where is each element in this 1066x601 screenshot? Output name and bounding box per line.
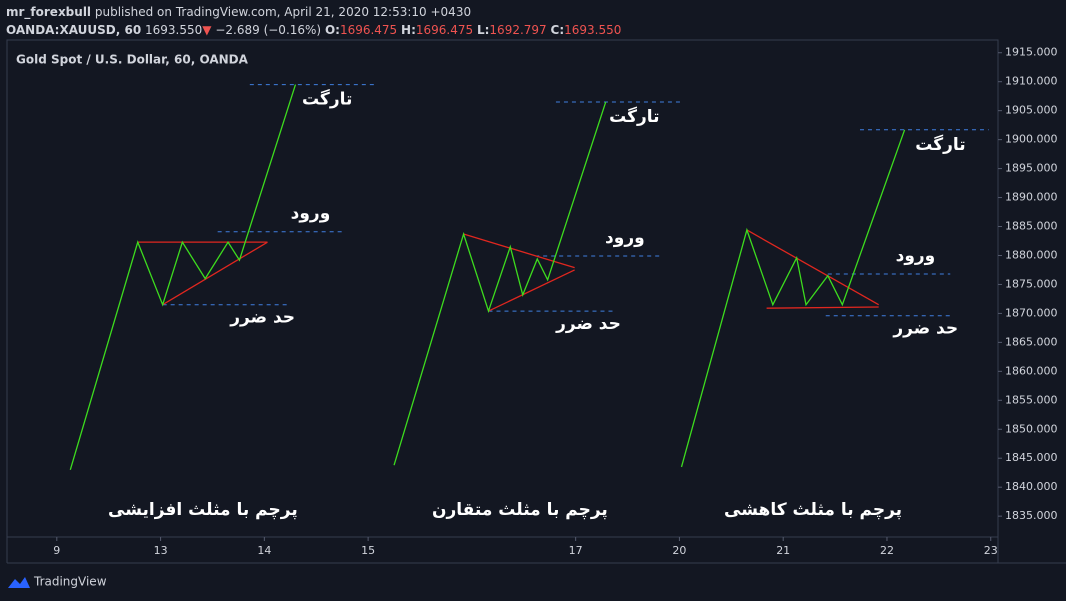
triangle-line — [162, 241, 268, 306]
y-tick-label: 1865.000 — [1005, 335, 1058, 348]
y-tick-label: 1890.000 — [1005, 191, 1058, 204]
x-tick-label: 9 — [53, 544, 60, 557]
y-tick-label: 1905.000 — [1005, 104, 1058, 117]
high: 1696.475 — [415, 23, 474, 37]
pattern-title: پرچم با مثلث افزایشی — [108, 500, 298, 520]
header: mr_forexbull published on TradingView.co… — [6, 3, 621, 39]
stop-label: حد ضرر — [892, 319, 958, 339]
y-tick-label: 1895.000 — [1005, 162, 1058, 175]
x-tick-label: 22 — [880, 544, 894, 557]
y-tick-label: 1855.000 — [1005, 393, 1058, 406]
entry-label: ورود — [605, 228, 645, 248]
symbol: OANDA:XAUUSD, 60 — [6, 23, 142, 37]
close: 1693.550 — [564, 23, 622, 37]
y-tick-label: 1875.000 — [1005, 277, 1058, 290]
x-tick-label: 13 — [154, 544, 168, 557]
y-tick-label: 1860.000 — [1005, 364, 1058, 377]
target-label: تارگت — [302, 89, 352, 110]
close-label: C: — [550, 23, 565, 37]
flag-line — [69, 84, 297, 470]
tradingview-logo — [8, 577, 30, 588]
y-tick-label: 1885.000 — [1005, 220, 1058, 233]
triangle-line — [766, 306, 879, 309]
open-label: O: — [324, 23, 340, 37]
x-tick-label: 20 — [672, 544, 686, 557]
last-price: 1693.550 — [145, 23, 203, 37]
quote-line: OANDA:XAUUSD, 60 1693.550▼ −2.689 (−0.16… — [6, 21, 621, 39]
y-tick-label: 1850.000 — [1005, 422, 1058, 435]
footer-brand: TradingView — [33, 575, 107, 589]
x-tick-label: 15 — [361, 544, 375, 557]
high-label: H: — [401, 23, 416, 37]
plot-frame — [6, 39, 999, 538]
triangle-line — [488, 269, 575, 312]
y-tick-label: 1915.000 — [1005, 46, 1058, 59]
target-label: تارگت — [609, 106, 659, 127]
flag-line — [393, 101, 607, 466]
target-label: تارگت — [915, 134, 965, 155]
pattern-title: پرچم با مثلث کاهشی — [724, 500, 902, 520]
change-arrow: ▼ — [202, 23, 212, 37]
flag-line — [680, 129, 906, 468]
stop-label: حد ضرر — [229, 308, 295, 328]
x-tick-label: 17 — [569, 544, 583, 557]
y-tick-label: 1880.000 — [1005, 248, 1058, 261]
x-tick-label: 23 — [984, 544, 998, 557]
symbol-legend: Gold Spot / U.S. Dollar, 60, OANDA — [16, 53, 249, 67]
y-tick-label: 1835.000 — [1005, 509, 1058, 522]
y-tick-label: 1840.000 — [1005, 480, 1058, 493]
y-tick-label: 1870.000 — [1005, 306, 1058, 319]
low-label: L: — [476, 23, 490, 37]
entry-label: ورود — [291, 204, 331, 224]
entry-label: ورود — [896, 246, 936, 266]
x-tick-label: 14 — [257, 544, 271, 557]
y-tick-label: 1900.000 — [1005, 133, 1058, 146]
publish-info: published on TradingView.com, April 21, … — [94, 5, 472, 19]
triangle-line — [463, 233, 575, 269]
x-tick-label: 21 — [776, 544, 790, 557]
publish-line: mr_forexbull published on TradingView.co… — [6, 3, 621, 21]
pattern-title: پرچم با مثلث متقارن — [432, 500, 608, 520]
stop-label: حد ضرر — [555, 314, 621, 334]
y-tick-label: 1910.000 — [1005, 75, 1058, 88]
y-tick-label: 1845.000 — [1005, 451, 1058, 464]
low: 1692.797 — [489, 23, 547, 37]
publisher: mr_forexbull — [6, 5, 92, 19]
change: −2.689 (−0.16%) — [215, 23, 322, 37]
open: 1696.475 — [339, 23, 398, 37]
triangle-line — [746, 229, 879, 306]
